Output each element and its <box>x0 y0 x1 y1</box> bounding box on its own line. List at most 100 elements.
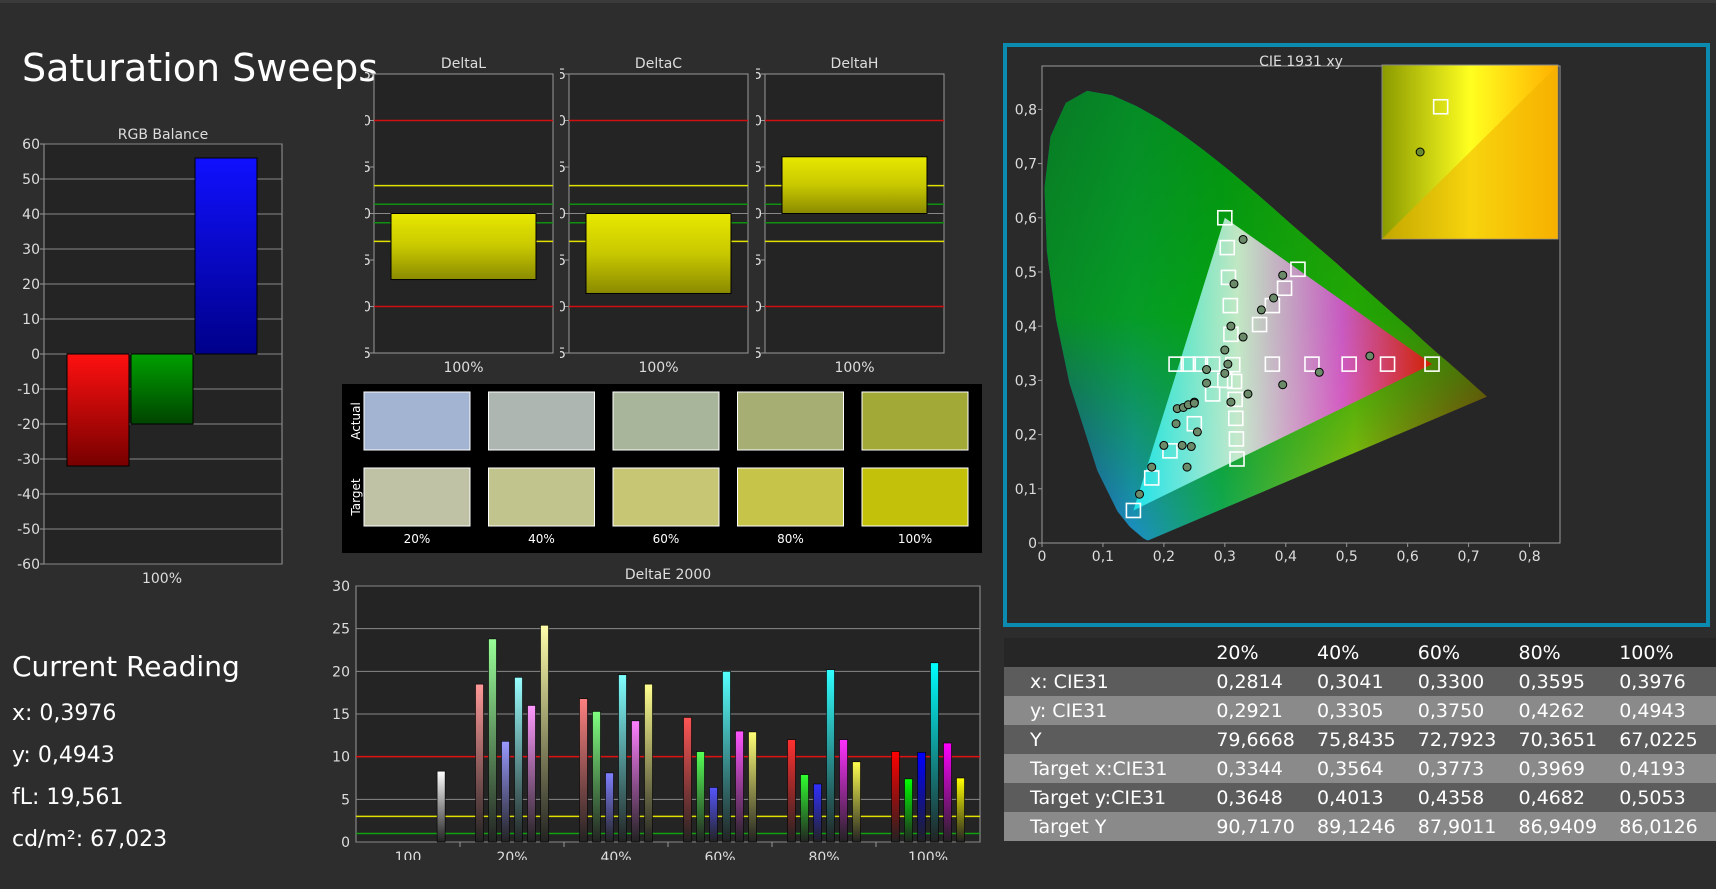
table-cell: 0,3976 <box>1615 667 1716 696</box>
table-cell: 0,4193 <box>1615 754 1716 783</box>
y-tick-label: -5 <box>560 253 566 269</box>
y-tick-label: 40 <box>22 207 40 223</box>
table-cell: 0,3305 <box>1313 696 1414 725</box>
y-tick-label: -60 <box>17 557 40 573</box>
bar-blue <box>194 157 258 355</box>
current-reading-panel: Current Reading x: 0,3976 y: 0,4943 fL: … <box>12 650 240 861</box>
y-tick-label: -10 <box>365 300 371 316</box>
x-category-label: 100 <box>395 850 422 860</box>
deltae-bar <box>579 698 588 843</box>
table-cell: 0,3750 <box>1413 696 1515 725</box>
table-row: Target x:CIE31 0,3344 0,3564 0,3773 0,39… <box>1004 754 1716 783</box>
x-tick-label: 0,7 <box>1457 549 1479 565</box>
y-tick-label: 15 <box>560 67 566 83</box>
deltae-bar <box>930 662 939 843</box>
reading-y: y: 0,4943 <box>12 743 115 768</box>
y-tick-label: -10 <box>560 300 566 316</box>
table-cell: 0,3969 <box>1514 754 1616 783</box>
table-header: 100% <box>1615 638 1716 667</box>
actual-swatch <box>737 391 844 451</box>
deltal-chart: -15 -10 -5 0 5 10 15 DeltaL 100% <box>365 56 554 376</box>
target-marker <box>1276 280 1293 297</box>
swatch-row-label: Actual <box>349 402 363 440</box>
table-cell: 75,8435 <box>1313 725 1414 754</box>
y-tick-label: 20 <box>22 277 40 293</box>
chart-title: DeltaH <box>831 56 879 72</box>
y-tick-label: 10 <box>365 114 371 130</box>
target-swatch <box>363 467 471 527</box>
row-label: Target y:CIE31 <box>1004 783 1213 812</box>
target-marker <box>1229 451 1245 467</box>
table-row: y: CIE31 0,2921 0,3305 0,3750 0,4262 0,4… <box>1004 696 1716 725</box>
measured-point <box>1223 359 1233 369</box>
deltae-bar <box>514 677 523 843</box>
rgb-balance-chart: -60 -50 -40 -30 -20 -10 0 10 20 30 40 50 60 RGB Balan… <box>17 127 283 587</box>
table-cell: 0,3595 <box>1514 667 1616 696</box>
target-marker <box>1379 356 1396 372</box>
y-tick-label: 5 <box>365 160 371 176</box>
x-category-label: 60% <box>704 850 735 860</box>
y-tick-label: 0,2 <box>1015 428 1037 444</box>
actual-swatch <box>488 391 595 451</box>
deltae-bar <box>592 711 601 843</box>
table-cell: 87,9011 <box>1413 812 1515 841</box>
target-marker <box>1264 356 1281 372</box>
deltae-bar <box>800 774 809 843</box>
bar-green <box>130 353 194 425</box>
top-bar <box>0 0 1716 3</box>
measured-point <box>1202 378 1212 388</box>
y-tick-label: 0 <box>756 207 762 223</box>
x-tick-label: 0,4 <box>1275 549 1297 565</box>
table-cell: 0,3648 <box>1212 783 1314 812</box>
y-tick-label: 0 <box>341 835 350 851</box>
table-header: 20% <box>1212 638 1314 667</box>
target-marker <box>1219 239 1236 256</box>
x-category-label: 100% <box>142 571 182 587</box>
x-category-label: 100% <box>834 360 874 376</box>
table-cell: 0,3564 <box>1313 754 1414 783</box>
y-tick-label: 5 <box>756 160 762 176</box>
row-label: y: CIE31 <box>1004 696 1213 725</box>
y-tick-label: 15 <box>365 67 371 83</box>
target-marker <box>1424 356 1440 372</box>
target-marker <box>1290 261 1306 278</box>
x-tick-label: 0,8 <box>1518 549 1540 565</box>
table-cell: 0,3344 <box>1212 754 1314 783</box>
table-header-row: 20% 40% 60% 80% 100% <box>1004 638 1716 667</box>
target-marker <box>1125 502 1142 519</box>
y-tick-label: -5 <box>365 253 371 269</box>
deltae-bar <box>618 674 627 843</box>
y-tick-label: 0,5 <box>1015 265 1037 281</box>
deltae-bar <box>488 638 497 843</box>
x-category-label: 20% <box>496 850 527 860</box>
reading-fl: fL: 19,561 <box>12 785 124 810</box>
measured-point <box>1314 367 1324 377</box>
table-cell: 0,3041 <box>1313 667 1414 696</box>
y-tick-label: 15 <box>332 707 350 723</box>
y-tick-label: -40 <box>17 487 40 503</box>
table-row: x: CIE31 0,2814 0,3041 0,3300 0,3595 0,3… <box>1004 667 1716 696</box>
deltae-bar <box>501 741 510 843</box>
measured-point <box>1238 234 1248 244</box>
target-marker <box>1168 356 1184 372</box>
y-tick-label: 20 <box>332 664 350 680</box>
current-reading-heading: Current Reading <box>12 650 240 683</box>
table-cell: 0,4358 <box>1413 783 1515 812</box>
measured-point <box>1159 440 1169 450</box>
chart-title: DeltaC <box>635 56 682 72</box>
target-marker <box>1226 373 1243 390</box>
y-tick-label: 0,4 <box>1015 319 1037 335</box>
deltae-2000-chart: 0 5 10 15 20 25 30 DeltaE 2000 100 20% 40% 60% 80% 10… <box>332 567 981 860</box>
inset-measured-point <box>1415 147 1425 157</box>
table-cell: 0,5053 <box>1615 783 1716 812</box>
x-tick-label: 0 <box>1038 549 1047 565</box>
y-tick-label: -50 <box>17 522 40 538</box>
deltae-bar <box>904 778 913 843</box>
target-swatch <box>612 467 720 527</box>
x-category-label: 100% <box>638 360 678 376</box>
chart-title: CIE 1931 xy <box>1259 54 1343 70</box>
y-tick-label: 0,1 <box>1015 482 1037 498</box>
table-cell: 89,1246 <box>1313 812 1414 841</box>
chart-title: RGB Balance <box>118 127 208 143</box>
deltah-chart: -15 -10 -5 0 5 10 15 DeltaH 100% <box>756 56 945 376</box>
